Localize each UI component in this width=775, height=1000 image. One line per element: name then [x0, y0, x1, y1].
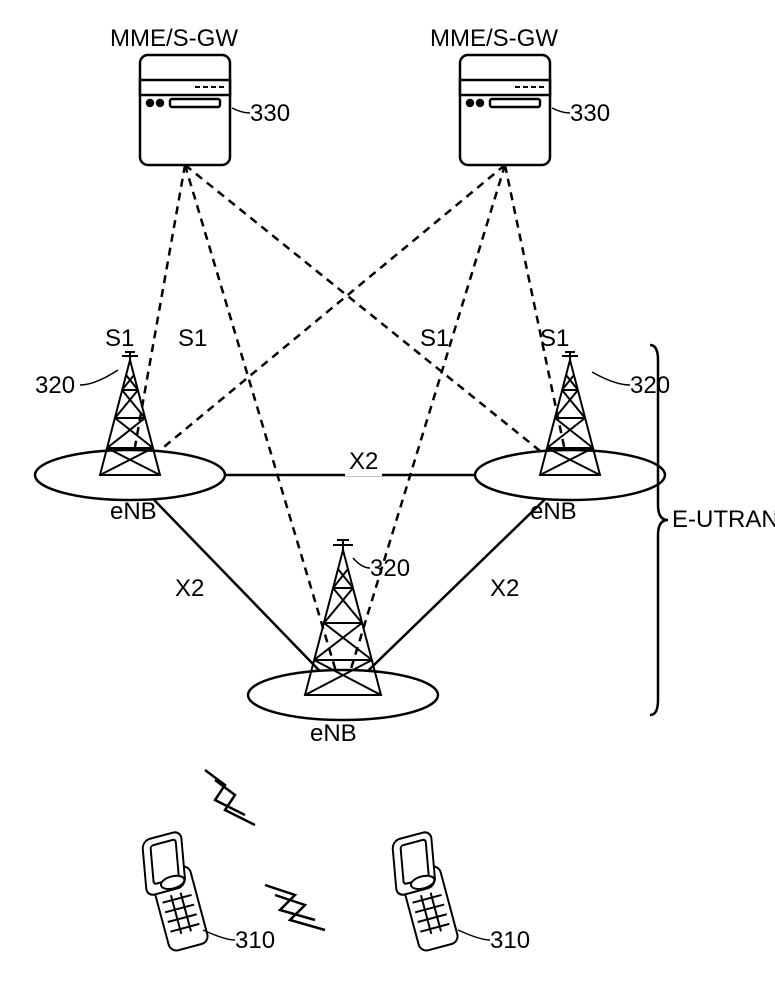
eutran-brace	[650, 345, 668, 715]
s1-label-1: S1	[105, 325, 134, 353]
x2-label-left: X2	[175, 575, 204, 603]
ref-310-right: 310	[490, 927, 530, 955]
enb-label-right: eNB	[530, 498, 577, 526]
ref-320-bottom: 320	[370, 555, 410, 583]
ref-320-right: 320	[630, 372, 670, 400]
mme-label-right: MME/S-GW	[430, 25, 558, 53]
enb-label-left: eNB	[110, 498, 157, 526]
mme-label-left: MME/S-GW	[110, 25, 238, 53]
ref-320-left: 320	[35, 372, 75, 400]
eutran-label: E-UTRAN	[672, 506, 775, 534]
server-left	[140, 55, 230, 165]
network-diagram: MME/S-GW MME/S-GW 330 330 320 320 320 31…	[0, 0, 775, 1000]
x2-label-top: X2	[345, 448, 382, 476]
s1-lines	[130, 165, 570, 695]
phone-right	[383, 831, 461, 955]
s1-label-2: S1	[178, 325, 207, 353]
ref-330-left: 330	[250, 100, 290, 128]
wireless-icon	[205, 770, 325, 930]
enb-label-bottom: eNB	[310, 720, 357, 748]
x2-label-right: X2	[490, 575, 519, 603]
ref-310-left: 310	[235, 927, 275, 955]
s1-label-4: S1	[540, 325, 569, 353]
server-right	[460, 55, 550, 165]
ref-330-right: 330	[570, 100, 610, 128]
s1-label-3: S1	[420, 325, 449, 353]
phone-left	[133, 831, 211, 955]
